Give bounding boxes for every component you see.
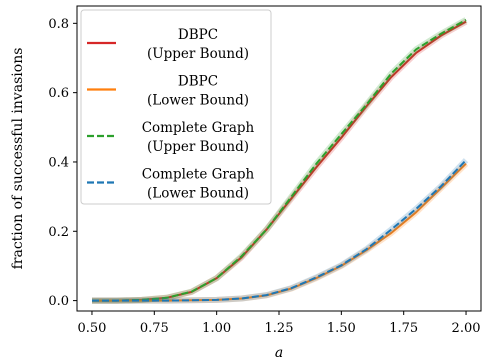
- x-tick-label-5: 1.75: [389, 321, 418, 336]
- y-tick-label-3: 0.6: [48, 86, 69, 101]
- legend-label-1-0: DBPC: [178, 74, 218, 90]
- legend-label-0-1: (Upper Bound): [147, 46, 249, 62]
- legend-label-3-1: (Lower Bound): [147, 186, 249, 202]
- legend-label-0-0: DBPC: [178, 27, 218, 43]
- x-tick-label-6: 2.00: [452, 321, 481, 336]
- x-axis-label: a: [275, 345, 283, 360]
- y-tick-label-1: 0.2: [48, 225, 69, 240]
- x-tick-label-3: 1.25: [265, 321, 294, 336]
- y-tick-label-2: 0.4: [48, 155, 69, 170]
- series-line-3: [92, 159, 467, 302]
- y-tick-label-0: 0.0: [48, 294, 69, 309]
- y-tick-label-4: 0.8: [48, 17, 69, 32]
- legend: DBPC (Upper Bound) DBPC (Lower Bound) Comple…: [80, 9, 272, 205]
- legend-label-3-0: Complete Graph: [142, 167, 255, 183]
- series-line-2: [92, 19, 467, 302]
- x-tick-label-0: 0.50: [77, 321, 106, 336]
- legend-label-2-0: Complete Graph: [142, 120, 255, 136]
- x-tick-label-2: 1.00: [202, 321, 231, 336]
- plot-area: [92, 17, 469, 304]
- legend-label-1-1: (Lower Bound): [147, 93, 249, 109]
- x-tick-label-4: 1.50: [327, 321, 356, 336]
- x-tick-label-1: 0.75: [140, 321, 169, 336]
- legend-label-2-1: (Upper Bound): [147, 139, 249, 155]
- y-axis-label: fraction of successful invasions: [10, 48, 26, 270]
- axes: 0.50 0.75 1.00 1.25 1.50 1.75 2.00 0.0 0.2 0.4 0.6…: [48, 5, 482, 336]
- legend-box: [80, 9, 272, 205]
